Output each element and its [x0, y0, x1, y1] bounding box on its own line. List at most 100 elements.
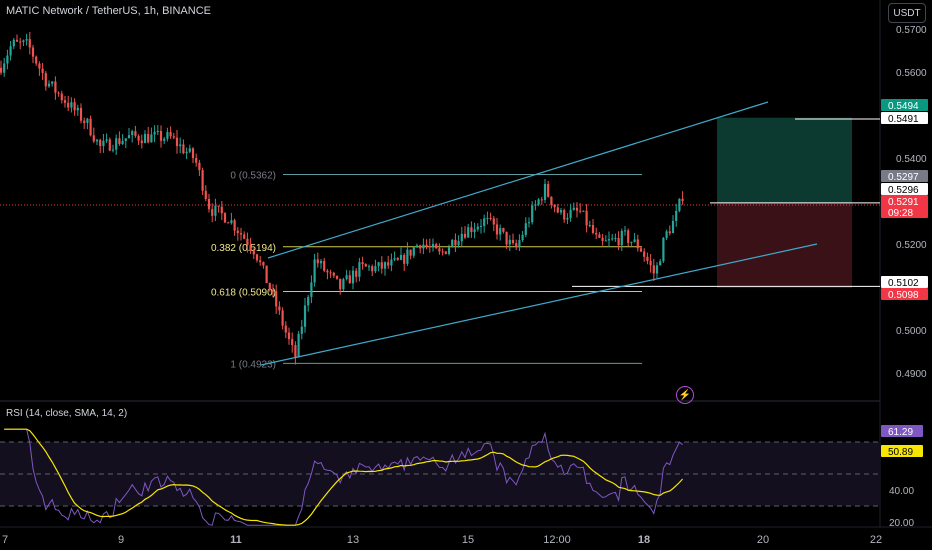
candle-body [169, 132, 172, 137]
candle-body [99, 139, 102, 147]
candle-body [15, 39, 19, 42]
candle-body [393, 258, 396, 260]
candle-body [435, 244, 438, 249]
candle-body [275, 291, 278, 307]
candle-body [217, 205, 220, 207]
candle-body [220, 206, 223, 214]
candle-body [371, 266, 374, 272]
time-axis-label: 22 [870, 534, 882, 546]
candle-body [310, 282, 313, 297]
candle-body [204, 190, 207, 200]
candle-body [284, 325, 287, 333]
rsi-line [4, 428, 683, 526]
candle-body [678, 198, 681, 211]
candle-body [444, 251, 447, 254]
candle-body [76, 107, 79, 111]
candle-body [47, 83, 51, 87]
candle-body [380, 262, 383, 269]
candle-body [172, 136, 175, 138]
candle-body [201, 170, 204, 191]
candle-body [214, 205, 217, 216]
candle-body [643, 251, 646, 257]
price-axis-tick: 0.5600 [896, 68, 927, 79]
candle-body [118, 138, 121, 145]
fib-level-label: 1 (0.4923) [230, 359, 276, 370]
candle-body [431, 244, 435, 247]
candle-body [70, 102, 73, 108]
candle-body [537, 199, 540, 205]
candle-body [159, 130, 163, 141]
candle-body [607, 239, 611, 241]
candle-body [281, 310, 284, 326]
candle-body [361, 262, 364, 265]
candle-body [38, 63, 41, 69]
candle-body [31, 47, 35, 57]
candle-body [294, 345, 297, 358]
candle-body [22, 40, 25, 43]
candle-body [83, 120, 86, 123]
currency-button[interactable]: USDT [888, 3, 926, 23]
candle-body [41, 68, 44, 74]
channel-upper-line [267, 101, 769, 259]
candle-body [579, 210, 582, 212]
price-axis-label: 0.5494 [888, 101, 919, 112]
fib-level-label: 0 (0.5362) [230, 170, 276, 181]
candle-body [470, 227, 473, 233]
time-axis-label: 9 [118, 534, 124, 546]
candle-body [73, 102, 76, 111]
candle-body [323, 261, 326, 271]
rsi-indicator-label[interactable]: RSI (14, close, SMA, 14, 2) [6, 408, 128, 419]
candle-body [614, 237, 617, 239]
candle-body [665, 231, 668, 238]
rsi-ma-line [4, 428, 684, 526]
price-axis-label-box [881, 170, 928, 182]
price-axis-label-box [881, 206, 928, 218]
price-axis-label: 09:28 [888, 208, 913, 219]
candle-body [287, 332, 291, 340]
candle-body [659, 261, 662, 266]
candle-body [188, 148, 191, 152]
time-axis-label: 12:00 [543, 534, 571, 546]
candle-body [89, 118, 92, 136]
candles-group [0, 32, 684, 365]
candle-body [639, 248, 643, 252]
profit-zone [717, 117, 852, 203]
candle-body [358, 262, 361, 277]
candle-body [396, 258, 399, 260]
price-axis-label-box [881, 99, 928, 111]
candle-body [505, 231, 508, 245]
candle-body [246, 238, 249, 246]
candle-body [166, 132, 169, 139]
time-axis-label: 18 [638, 534, 650, 546]
candle-body [86, 118, 89, 123]
candle-body [291, 339, 294, 346]
price-axis-tick: 0.5200 [896, 240, 927, 251]
candle-body [534, 204, 537, 206]
candle-body [390, 259, 393, 266]
candle-body [623, 230, 627, 232]
candle-body [566, 217, 569, 220]
lightning-icon[interactable]: ⚡ [676, 386, 694, 404]
candle-body [227, 222, 230, 224]
candle-body [147, 133, 150, 143]
candle-body [179, 144, 182, 147]
candle-body [531, 205, 534, 223]
candle-body [111, 149, 115, 151]
candle-body [182, 144, 185, 154]
candle-body [511, 239, 515, 244]
candle-body [543, 183, 547, 200]
candle-body [67, 102, 70, 108]
price-axis-label: 0.5296 [888, 185, 919, 196]
candle-body [473, 229, 476, 233]
candle-body [515, 243, 518, 248]
candle-body [243, 234, 246, 239]
candle-body [57, 92, 60, 94]
candle-body [313, 259, 316, 283]
candle-body [630, 241, 633, 243]
candle-body [108, 139, 111, 151]
candle-body [185, 151, 188, 154]
candle-body [441, 251, 444, 253]
fib-level-label: 0.382 (0.5194) [211, 243, 276, 254]
price-axis-label: 0.5098 [888, 290, 919, 301]
